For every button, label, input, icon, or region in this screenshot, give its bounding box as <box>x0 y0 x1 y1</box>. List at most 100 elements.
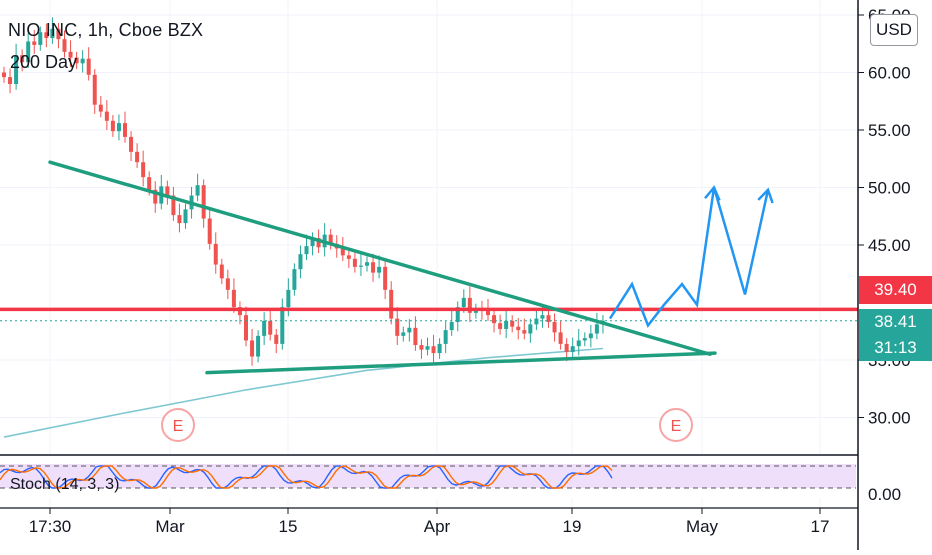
candle[interactable] <box>165 180 170 205</box>
projection-path[interactable] <box>608 187 716 329</box>
candle[interactable] <box>528 318 533 343</box>
candle[interactable] <box>44 23 49 48</box>
candle[interactable] <box>274 328 279 354</box>
candle[interactable] <box>62 30 67 58</box>
candle[interactable] <box>510 315 515 333</box>
candle[interactable] <box>213 232 218 274</box>
candle[interactable] <box>552 313 557 342</box>
candle[interactable] <box>68 40 73 67</box>
moving-average-line <box>3 347 604 438</box>
candle[interactable] <box>437 338 442 359</box>
candle[interactable] <box>268 309 273 341</box>
candle[interactable] <box>534 309 539 331</box>
candle[interactable] <box>2 66 6 83</box>
candle[interactable] <box>50 17 55 44</box>
candle[interactable] <box>304 234 309 260</box>
candle[interactable] <box>594 312 599 340</box>
candle[interactable] <box>455 301 460 332</box>
candle[interactable] <box>558 320 563 350</box>
candle[interactable] <box>498 314 503 335</box>
candle[interactable] <box>38 26 43 51</box>
candle[interactable] <box>116 114 121 141</box>
descending-trendline[interactable] <box>48 160 712 356</box>
candle[interactable] <box>395 307 400 346</box>
candle[interactable] <box>141 150 146 187</box>
candle[interactable] <box>371 253 376 282</box>
candle[interactable] <box>365 256 369 272</box>
x-tick-label-3: Apr <box>424 517 451 536</box>
candle[interactable] <box>123 111 127 143</box>
stoch-axis-label: 0.00 <box>868 485 901 504</box>
ascending-trendline[interactable] <box>205 351 717 375</box>
candle[interactable] <box>262 312 267 346</box>
candle[interactable] <box>383 261 388 300</box>
candle[interactable] <box>516 318 521 340</box>
candle[interactable] <box>92 69 97 114</box>
candle[interactable] <box>74 51 79 70</box>
earnings-marker[interactable]: E <box>161 408 195 442</box>
candle[interactable] <box>256 330 261 363</box>
candle[interactable] <box>588 324 593 348</box>
candle[interactable] <box>431 334 436 363</box>
candle[interactable] <box>195 173 200 202</box>
candle[interactable] <box>407 319 412 342</box>
candle[interactable] <box>358 254 363 277</box>
candle[interactable] <box>201 179 206 228</box>
candle[interactable] <box>8 68 13 94</box>
candle[interactable] <box>20 49 25 72</box>
candle[interactable] <box>346 249 351 268</box>
x-tick-label-0: 17:30 <box>29 517 72 536</box>
candle[interactable] <box>98 96 103 118</box>
candle[interactable] <box>104 100 109 130</box>
last-price-tag: 38.41 <box>859 309 932 335</box>
candle[interactable] <box>419 339 424 359</box>
candle[interactable] <box>413 316 418 351</box>
candle[interactable] <box>401 326 406 342</box>
candle[interactable] <box>570 337 575 358</box>
currency-button[interactable]: USD <box>870 14 918 46</box>
candle[interactable] <box>177 203 182 233</box>
candle[interactable] <box>328 228 333 250</box>
candle[interactable] <box>207 209 212 250</box>
candle[interactable] <box>183 203 188 229</box>
candle[interactable] <box>129 131 134 162</box>
candle[interactable] <box>250 328 255 366</box>
candle[interactable] <box>153 181 158 213</box>
candle[interactable] <box>135 143 140 168</box>
earnings-marker[interactable]: E <box>659 408 693 442</box>
projection-path-2[interactable] <box>712 187 770 295</box>
candle[interactable] <box>425 337 430 356</box>
x-tick-label-5: May <box>686 517 719 536</box>
candle[interactable] <box>522 318 527 340</box>
candle[interactable] <box>449 310 454 336</box>
candle[interactable] <box>14 43 19 90</box>
candle[interactable] <box>504 309 509 339</box>
candle[interactable] <box>110 115 115 137</box>
candle[interactable] <box>231 278 236 313</box>
candle[interactable] <box>576 328 581 356</box>
candle[interactable] <box>219 258 224 285</box>
candle[interactable] <box>492 309 497 333</box>
y-tick-label-3: 50.00 <box>868 179 911 198</box>
candle[interactable] <box>171 186 176 221</box>
candle[interactable] <box>56 23 61 49</box>
candle[interactable] <box>443 321 448 354</box>
candle[interactable] <box>298 245 303 279</box>
candle[interactable] <box>582 332 587 347</box>
candle[interactable] <box>280 298 285 350</box>
candle[interactable] <box>86 47 91 81</box>
candle[interactable] <box>310 232 315 256</box>
candle[interactable] <box>389 281 394 325</box>
candle[interactable] <box>546 309 551 328</box>
candle[interactable] <box>80 50 85 73</box>
candle[interactable] <box>467 286 472 323</box>
candle[interactable] <box>26 32 31 68</box>
candle[interactable] <box>292 263 297 296</box>
candle[interactable] <box>244 306 248 347</box>
svg-text:E: E <box>671 418 682 435</box>
candle[interactable] <box>32 29 37 55</box>
candle[interactable] <box>352 250 357 273</box>
candle[interactable] <box>225 269 230 300</box>
